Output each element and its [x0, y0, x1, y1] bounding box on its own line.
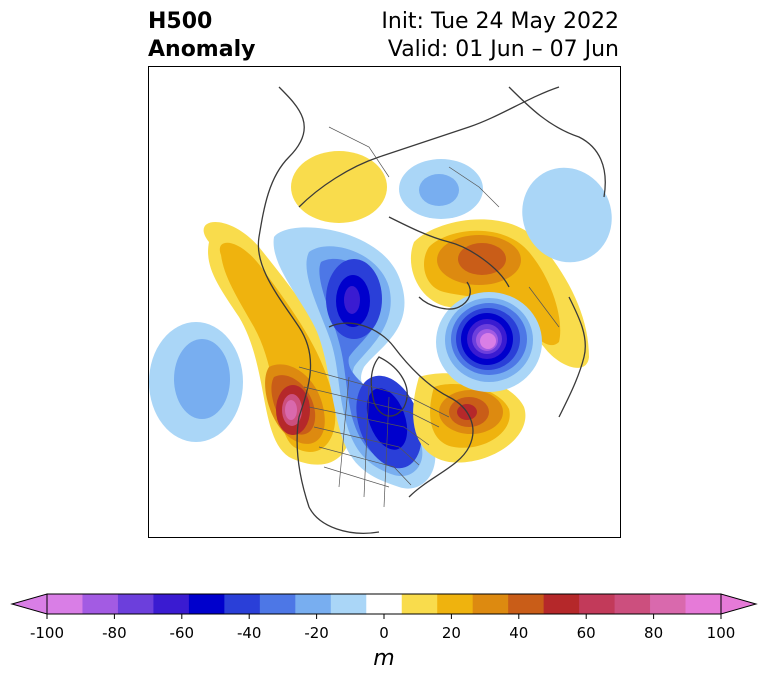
- colorbar-swatch: [437, 594, 474, 614]
- colorbar-tick-label: -40: [236, 624, 262, 642]
- anomaly-map: [148, 66, 621, 538]
- colorbar-tick-label: 0: [379, 624, 389, 642]
- anomaly-east-siberian-positive: [291, 151, 387, 223]
- colorbar-tick-label: -60: [169, 624, 195, 642]
- colorbar-swatch: [685, 594, 722, 614]
- colorbar-tick-label: 80: [644, 624, 664, 642]
- colorbar-unit: m: [373, 646, 395, 671]
- anomaly-alaska-ridge-positive: [203, 222, 351, 465]
- colorbar-swatch: [401, 594, 438, 614]
- valid-period: Valid: 01 Jun – 07 Jun: [387, 37, 619, 62]
- colorbar-tick-label: 100: [706, 624, 736, 642]
- colorbar-tick-label: -80: [102, 624, 127, 642]
- colorbar-swatch: [330, 594, 367, 614]
- colorbar-swatch: [650, 594, 687, 614]
- colorbar-swatch: [579, 594, 616, 614]
- title-line-2: Anomaly: [148, 37, 256, 62]
- colorbar-swatch: [295, 594, 332, 614]
- colorbar-swatch: [614, 594, 651, 614]
- anomaly-map-svg: [149, 86, 612, 534]
- anomaly-labrador-positive: [413, 373, 526, 463]
- colorbar-tick-label: -20: [304, 624, 329, 642]
- colorbar-swatch: [117, 594, 154, 614]
- colorbar-swatch: [47, 594, 83, 614]
- title-line-1: H500: [148, 9, 213, 34]
- colorbar-tick-label: 20: [441, 624, 461, 642]
- anomaly-barents-negative: [399, 159, 612, 263]
- coastlines: [257, 86, 606, 534]
- colorbar-swatch: [82, 594, 119, 614]
- colorbar-tick-label: 40: [509, 624, 529, 642]
- colorbar: [10, 593, 758, 619]
- colorbar-tick-label: -100: [29, 624, 65, 642]
- colorbar-tick-label: 60: [576, 624, 596, 642]
- country-borders: [298, 126, 560, 508]
- forecast-dates: Init: Tue 24 May 2022 Valid: 01 Jun – 07…: [381, 8, 619, 64]
- colorbar-swatch: [153, 594, 190, 614]
- init-date: Init: Tue 24 May 2022: [381, 9, 619, 34]
- colorbar-swatch: [508, 594, 545, 614]
- colorbar-extend-low: [10, 593, 48, 615]
- colorbar-swatch: [259, 594, 296, 614]
- anomaly-pacific-negative: [149, 322, 243, 442]
- colorbar-swatch: [472, 594, 509, 614]
- colorbar-swatch: [188, 594, 225, 614]
- anomaly-contours: [149, 151, 612, 489]
- colorbar-swatch: [366, 594, 403, 614]
- anomaly-arctic-negative: [436, 292, 542, 392]
- colorbar-swatch: [543, 594, 580, 614]
- anomaly-canada-negative: [273, 227, 436, 489]
- map-title: H500 Anomaly: [148, 8, 255, 64]
- colorbar-swatch: [224, 594, 261, 614]
- colorbar-extend-high: [720, 593, 758, 615]
